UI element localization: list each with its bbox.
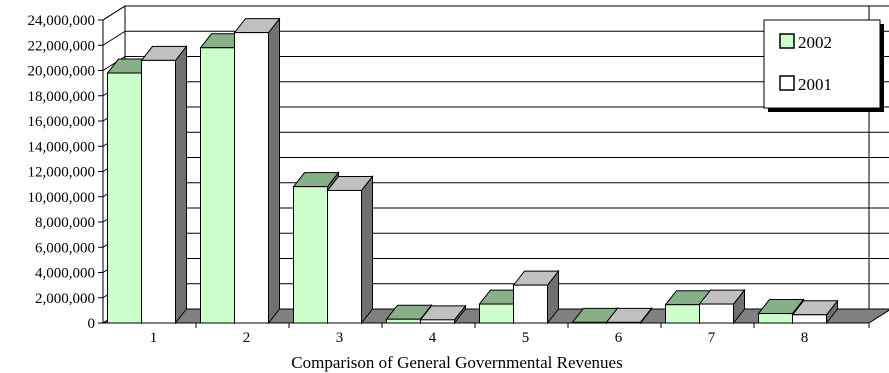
- bar-front: [513, 284, 548, 324]
- y-tick-label: 0: [88, 316, 96, 332]
- bar-2001-cat-3: [326, 174, 374, 325]
- y-tick-label: 12,000,000: [28, 165, 96, 181]
- x-tick-label: 3: [336, 330, 344, 346]
- y-tick-label: 20,000,000: [28, 64, 96, 80]
- bar-front: [479, 303, 514, 324]
- bar-side: [361, 174, 373, 325]
- bar-front: [327, 189, 362, 324]
- bar-front: [606, 321, 641, 324]
- bar-2001-cat-6: [605, 306, 653, 325]
- bars: [106, 17, 839, 325]
- bar-side: [175, 44, 187, 325]
- legend-swatch-2002: [779, 33, 795, 49]
- bar-front: [572, 321, 607, 324]
- x-tick-label: 4: [429, 330, 437, 346]
- bar-front: [234, 32, 269, 324]
- bar-front: [107, 72, 142, 324]
- x-tick-label: 5: [522, 330, 530, 346]
- y-axis: 0 2,000,000 4,000,000 6,000,000 8,000,000 10,…: [28, 13, 104, 332]
- y-tick-label: 8,000,000: [35, 215, 95, 231]
- y-tick-label: 22,000,000: [28, 38, 96, 54]
- gridline-diagonal: [102, 5, 126, 21]
- x-tick-label: 1: [150, 330, 158, 346]
- bar-front: [420, 319, 455, 324]
- x-axis-title: Comparison of General Governmental Reven…: [291, 353, 622, 372]
- x-tick-label: 8: [801, 330, 809, 346]
- legend-label-2001: 2001: [798, 75, 832, 94]
- bar-2001-cat-5: [512, 269, 560, 325]
- bar-2001-cat-1: [140, 44, 188, 325]
- bar-front: [293, 186, 328, 324]
- bar-2002-cat-7: [664, 289, 712, 325]
- gridline-diagonal: [102, 30, 126, 46]
- x-tick-label: 7: [708, 330, 716, 346]
- bar-2001-cat-7: [698, 288, 746, 325]
- bar-2001-cat-4: [419, 304, 467, 325]
- y-tick-label: 18,000,000: [28, 89, 96, 105]
- y-tick-label: 16,000,000: [28, 114, 96, 130]
- bar-front: [200, 47, 235, 324]
- y-tick-label: 2,000,000: [35, 291, 95, 307]
- y-tick-label: 14,000,000: [28, 139, 96, 155]
- y-tick-label: 10,000,000: [28, 190, 96, 206]
- legend-swatch-2001: [779, 75, 795, 91]
- x-tick-label: 6: [615, 330, 623, 346]
- legend: 2002 2001: [763, 19, 884, 112]
- x-tick-label: 2: [243, 330, 251, 346]
- bar-side: [268, 17, 280, 325]
- x-axis: 1 2 3 4 5 6 7 8: [103, 322, 870, 346]
- bar-front: [141, 59, 176, 324]
- bar-2001-cat-2: [233, 17, 281, 325]
- bar-front: [699, 303, 734, 324]
- y-tick-label: 24,000,000: [28, 13, 96, 29]
- bar-front: [792, 314, 827, 324]
- bar-2001-cat-8: [791, 299, 839, 325]
- bar-front: [386, 318, 421, 324]
- legend-label-2002: 2002: [798, 33, 832, 52]
- bar-front: [665, 304, 700, 324]
- bar-front: [758, 313, 793, 324]
- y-tick-label: 4,000,000: [35, 266, 95, 282]
- y-tick-label: 6,000,000: [35, 240, 95, 256]
